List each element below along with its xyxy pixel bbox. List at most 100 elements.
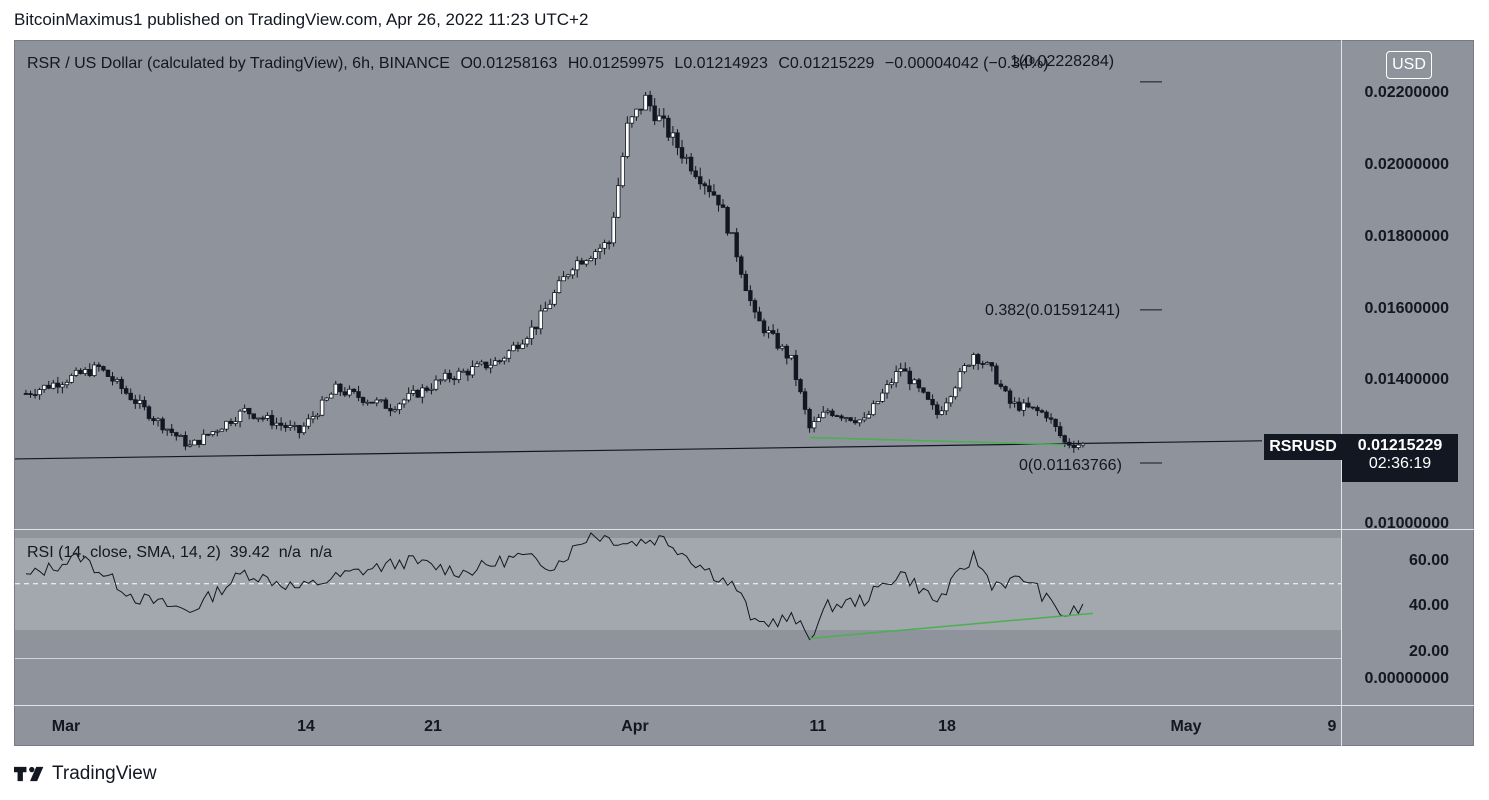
candle-body bbox=[893, 371, 899, 384]
candle-body bbox=[401, 399, 407, 405]
candle-body bbox=[110, 376, 115, 382]
candle-body bbox=[169, 428, 174, 433]
legend-close: C0.01215229 bbox=[778, 55, 875, 72]
candle-body bbox=[889, 382, 894, 386]
candle-body bbox=[114, 379, 120, 382]
candle-body bbox=[96, 364, 102, 367]
candle-body bbox=[643, 94, 648, 111]
candle-body bbox=[233, 421, 238, 424]
candle-body bbox=[971, 354, 976, 366]
candle-body bbox=[338, 383, 343, 393]
candle-body bbox=[256, 417, 261, 420]
rsi-legend-label[interactable]: RSI (14, close, SMA, 14, 2) bbox=[27, 544, 221, 561]
candle-body bbox=[780, 345, 785, 349]
rsi-axis-tick: 60.00 bbox=[1408, 552, 1449, 569]
candle-body bbox=[1044, 411, 1049, 419]
candle-body bbox=[784, 345, 790, 359]
candle-body bbox=[693, 170, 698, 178]
candle-body bbox=[51, 382, 56, 389]
candle-body bbox=[948, 396, 954, 404]
pane-separator[interactable] bbox=[14, 529, 1474, 530]
candle-body bbox=[980, 363, 985, 365]
candle-body bbox=[966, 364, 972, 367]
candle-body bbox=[502, 357, 507, 362]
candle-body bbox=[360, 397, 366, 403]
candle-body bbox=[383, 399, 389, 409]
candle-body bbox=[351, 388, 357, 392]
time-axis-tick: Mar bbox=[51, 718, 81, 735]
candle-body bbox=[862, 417, 867, 421]
candle-body bbox=[474, 363, 480, 368]
candle-body bbox=[811, 421, 817, 429]
candle-body bbox=[629, 116, 635, 124]
candle-body bbox=[625, 122, 630, 157]
candle-body bbox=[957, 371, 963, 389]
candle-body bbox=[488, 364, 493, 369]
candle-body bbox=[666, 117, 671, 138]
candle-body bbox=[520, 343, 525, 349]
candle-body bbox=[483, 361, 489, 369]
candle-body bbox=[133, 399, 138, 404]
candle-body bbox=[657, 115, 662, 122]
candle-body bbox=[329, 393, 334, 399]
rsi-legend-na: n/a bbox=[309, 544, 333, 561]
candle-body bbox=[912, 379, 917, 385]
time-axis-separator bbox=[14, 705, 1474, 706]
candle-body bbox=[524, 338, 530, 345]
candle-body bbox=[698, 176, 703, 185]
candle-body bbox=[570, 269, 575, 276]
candle-body bbox=[998, 383, 1004, 387]
price-axis-tick: 0.02000000 bbox=[1364, 156, 1449, 173]
candle-body bbox=[552, 292, 557, 305]
candle-body bbox=[123, 388, 129, 394]
candle-body bbox=[848, 417, 853, 422]
candle-body bbox=[137, 399, 143, 404]
candle-body bbox=[60, 384, 65, 388]
candle-body bbox=[579, 260, 584, 265]
footer-brand[interactable]: TradingView bbox=[14, 763, 157, 785]
candle-body bbox=[593, 251, 598, 259]
candle-body bbox=[707, 185, 712, 193]
candle-body bbox=[55, 382, 61, 388]
candle-body bbox=[23, 393, 29, 395]
candle-body bbox=[825, 410, 831, 413]
legend-symbol[interactable]: RSR / US Dollar (calculated by TradingVi… bbox=[27, 55, 450, 72]
candle-body bbox=[725, 207, 730, 234]
candle-body bbox=[183, 435, 188, 447]
currency-button[interactable]: USD bbox=[1386, 51, 1432, 79]
candle-body bbox=[775, 333, 780, 349]
candle-body bbox=[770, 330, 776, 334]
candle-body bbox=[538, 310, 543, 330]
candle-body bbox=[556, 280, 562, 293]
candle-body bbox=[447, 372, 452, 380]
candle-body bbox=[370, 401, 375, 404]
candle-body bbox=[306, 418, 311, 427]
candle-body bbox=[543, 308, 548, 312]
rsi-line bbox=[25, 532, 1084, 641]
candle-body bbox=[461, 370, 466, 373]
price-green-trendline bbox=[809, 436, 1065, 446]
candle-body bbox=[802, 391, 808, 410]
rsi-axis-tick: 20.00 bbox=[1408, 643, 1449, 660]
candle-body bbox=[748, 290, 753, 302]
fib-label-382: 0.382(0.01591241) bbox=[985, 302, 1121, 319]
legend-open: O0.01258163 bbox=[460, 55, 558, 72]
candle-body bbox=[265, 415, 270, 419]
candle-body bbox=[41, 384, 47, 390]
price-axis-tick: 0.02200000 bbox=[1364, 84, 1449, 101]
candle-body bbox=[242, 407, 247, 412]
candle-body bbox=[670, 132, 676, 138]
symbol-badge: RSRUSD bbox=[1264, 434, 1342, 460]
candle-body bbox=[164, 428, 170, 431]
footer-brand-text: TradingView bbox=[52, 763, 157, 784]
candle-body bbox=[442, 372, 448, 381]
candle-body bbox=[424, 387, 430, 391]
candle-body bbox=[534, 326, 539, 330]
candle-body bbox=[916, 379, 922, 389]
candle-body bbox=[1026, 402, 1031, 408]
candle-body bbox=[930, 399, 935, 406]
candle-body bbox=[661, 115, 666, 119]
candle-body bbox=[1021, 402, 1026, 411]
price-axis-tick: 0.01800000 bbox=[1364, 228, 1449, 245]
